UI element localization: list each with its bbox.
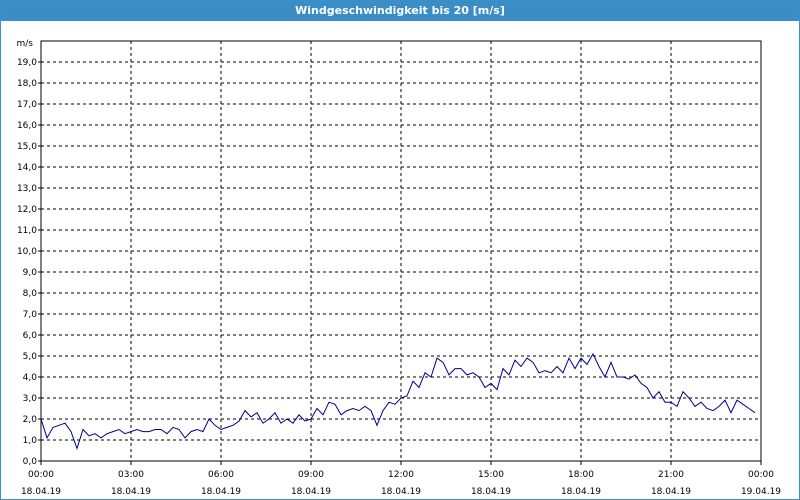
y-tick-label: 0,0 bbox=[23, 457, 38, 467]
y-tick-label: 17,0 bbox=[17, 100, 37, 110]
y-tick-label: 19,0 bbox=[17, 58, 37, 68]
x-tick-date-label: 18.04.19 bbox=[291, 487, 331, 497]
x-tick-time-label: 09:00 bbox=[298, 470, 324, 480]
x-tick-date-label: 18.04.19 bbox=[111, 487, 151, 497]
y-tick-label: 1,0 bbox=[23, 436, 38, 446]
x-tick-date-label: 18.04.19 bbox=[651, 487, 691, 497]
y-tick-label: 13,0 bbox=[17, 184, 37, 194]
y-tick-label: 7,0 bbox=[23, 310, 38, 320]
y-tick-label: 9,0 bbox=[23, 268, 38, 278]
grid bbox=[41, 41, 761, 461]
y-axis-label: m/s bbox=[17, 39, 34, 49]
y-tick-label: 10,0 bbox=[17, 247, 37, 257]
x-tick-time-label: 00:00 bbox=[748, 470, 774, 480]
y-tick-label: 16,0 bbox=[17, 121, 37, 131]
chart-plot: 0,0 1,0 2,0 3,0 4,0 5,0 6,0 7,0 8,0 9,0 10,0 11,0 12… bbox=[17, 39, 782, 497]
x-tick-date-label: 19.04.19 bbox=[741, 487, 781, 497]
y-tick-label: 3,0 bbox=[23, 394, 38, 404]
x-tick-date-label: 18.04.19 bbox=[471, 487, 511, 497]
y-tick-label: 6,0 bbox=[23, 331, 38, 341]
y-tick-label: 2,0 bbox=[23, 415, 38, 425]
y-tick-label: 14,0 bbox=[17, 163, 37, 173]
x-tick-time-label: 18:00 bbox=[568, 470, 594, 480]
y-tick-label: 12,0 bbox=[17, 205, 37, 215]
series-line bbox=[40, 352, 756, 450]
x-tick-time-label: 12:00 bbox=[388, 470, 414, 480]
x-tick-time-label: 15:00 bbox=[478, 470, 504, 480]
x-tick-time-label: 21:00 bbox=[658, 470, 684, 480]
x-tick-date-label: 18.04.19 bbox=[21, 487, 61, 497]
y-tick-label: 18,0 bbox=[17, 79, 37, 89]
x-tick-date-label: 18.04.19 bbox=[201, 487, 241, 497]
x-tick-time-label: 03:00 bbox=[118, 470, 144, 480]
x-tick-date-label: 18.04.19 bbox=[561, 487, 601, 497]
y-axis-ticks: 0,0 1,0 2,0 3,0 4,0 5,0 6,0 7,0 8,0 9,0 10,0 11,0 12… bbox=[17, 58, 41, 467]
x-tick-time-label: 06:00 bbox=[208, 470, 234, 480]
y-tick-label: 4,0 bbox=[23, 373, 38, 383]
y-tick-label: 8,0 bbox=[23, 289, 38, 299]
x-tick-time-label: 00:00 bbox=[28, 470, 54, 480]
chart-title: Windgeschwindigkeit bis 20 [m/s] bbox=[1, 1, 799, 21]
y-tick-label: 5,0 bbox=[23, 352, 38, 362]
y-tick-label: 15,0 bbox=[17, 142, 37, 152]
y-tick-label: 11,0 bbox=[17, 226, 37, 236]
x-tick-date-label: 18.04.19 bbox=[381, 487, 421, 497]
x-axis-ticks: 00:00 18.04.19 03:00 18.04.19 06:00 18.04.19 0… bbox=[21, 461, 781, 497]
